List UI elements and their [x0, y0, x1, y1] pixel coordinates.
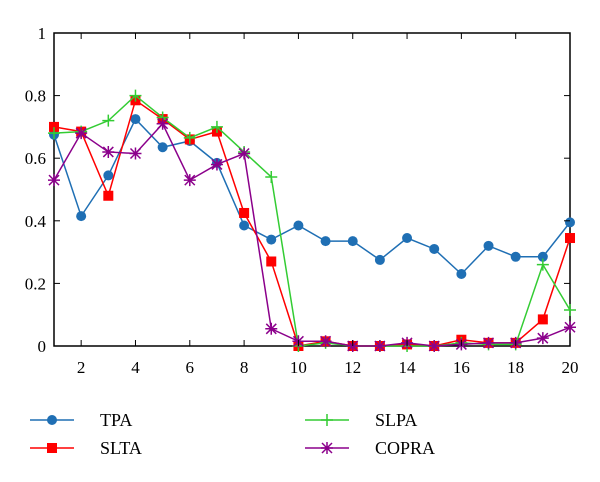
data-point-slta [266, 256, 277, 267]
y-tick-label: 0.4 [25, 212, 47, 231]
series-layer [48, 89, 576, 352]
x-tick-label: 10 [290, 358, 307, 377]
data-point-tpa [293, 220, 304, 231]
data-point-tpa [483, 240, 494, 251]
series-line-slta [53, 99, 571, 347]
data-point-tpa [537, 251, 548, 262]
data-point-copra [183, 174, 196, 187]
data-point-copra [210, 158, 223, 171]
data-point-slpa [210, 120, 223, 133]
x-tick-label: 4 [131, 358, 140, 377]
data-point-copra [156, 117, 169, 130]
legend-item-tpa: TPA [30, 410, 132, 430]
legend-marker-tpa [47, 415, 57, 425]
data-point-copra [129, 147, 142, 160]
legend-marker-slta [47, 443, 57, 453]
y-tick-label: 0.2 [25, 274, 46, 293]
series-tpa [49, 114, 575, 280]
y-tick-label: 0.8 [25, 87, 46, 106]
plot-area [53, 32, 571, 347]
data-point-slpa [48, 127, 60, 140]
plot-frame [53, 32, 571, 347]
legend-label-slta: SLTA [100, 438, 142, 458]
data-point-slpa [265, 170, 278, 183]
x-tick-label: 16 [453, 358, 470, 377]
data-point-copra [373, 340, 386, 352]
data-point-tpa [402, 233, 413, 244]
data-point-copra [102, 145, 115, 158]
series-line-slpa [53, 94, 571, 347]
data-point-tpa [347, 236, 358, 247]
legend-item-copra: COPRA [305, 438, 435, 458]
series-line-tpa [53, 117, 571, 276]
data-point-slpa [536, 258, 549, 271]
data-point-copra [428, 340, 441, 352]
data-point-tpa [456, 269, 467, 280]
x-tick-label: 8 [240, 358, 249, 377]
data-point-slpa [564, 304, 576, 317]
data-point-copra [265, 322, 278, 335]
data-point-tpa [320, 236, 331, 247]
x-tick-label: 2 [77, 358, 86, 377]
legend-marker-slpa [321, 414, 333, 426]
data-point-tpa [103, 170, 114, 181]
x-tick-label: 14 [399, 358, 417, 377]
y-tick-label: 0 [38, 337, 47, 356]
data-point-slta [565, 233, 575, 244]
data-point-tpa [429, 243, 440, 254]
axis-ticks: 2 4 6 8 10 12 14 16 18 20 0 0.2 0.4 0.6 0.8 1 [25, 24, 579, 377]
y-tick-label: 0.6 [25, 149, 46, 168]
data-point-slta [103, 190, 114, 201]
y-tick-label: 1 [38, 24, 47, 43]
data-point-copra [536, 332, 549, 345]
data-point-tpa [76, 211, 87, 222]
legend-item-slta: SLTA [30, 438, 142, 458]
x-tick-label: 12 [344, 358, 361, 377]
x-tick-label: 18 [507, 358, 524, 377]
data-point-copra [238, 147, 251, 160]
data-point-slta [49, 121, 59, 132]
data-point-copra [564, 321, 576, 334]
legend-label-copra: COPRA [375, 438, 435, 458]
legend-label-slpa: SLPA [375, 410, 417, 430]
data-point-slpa [183, 131, 196, 144]
legend: TPA SLTA SLPA COPRA [30, 410, 435, 458]
data-point-tpa [266, 234, 277, 245]
data-point-slpa [129, 89, 142, 102]
data-point-copra [319, 335, 332, 348]
data-point-tpa [157, 142, 168, 153]
data-point-copra [75, 127, 88, 140]
legend-marker-copra [321, 442, 333, 454]
data-point-tpa [565, 217, 575, 228]
data-point-tpa [130, 114, 141, 125]
data-point-tpa [374, 254, 385, 265]
series-copra [48, 117, 576, 352]
data-point-copra [482, 336, 495, 349]
x-tick-label: 6 [186, 358, 195, 377]
data-point-tpa [510, 251, 521, 262]
data-point-copra [48, 174, 60, 187]
data-point-slpa [102, 114, 115, 127]
data-point-slta [239, 207, 250, 218]
data-point-slta [537, 314, 548, 325]
legend-item-slpa: SLPA [305, 410, 417, 430]
x-tick-label: 20 [562, 358, 579, 377]
legend-label-tpa: TPA [100, 410, 132, 430]
data-point-tpa [239, 220, 250, 231]
